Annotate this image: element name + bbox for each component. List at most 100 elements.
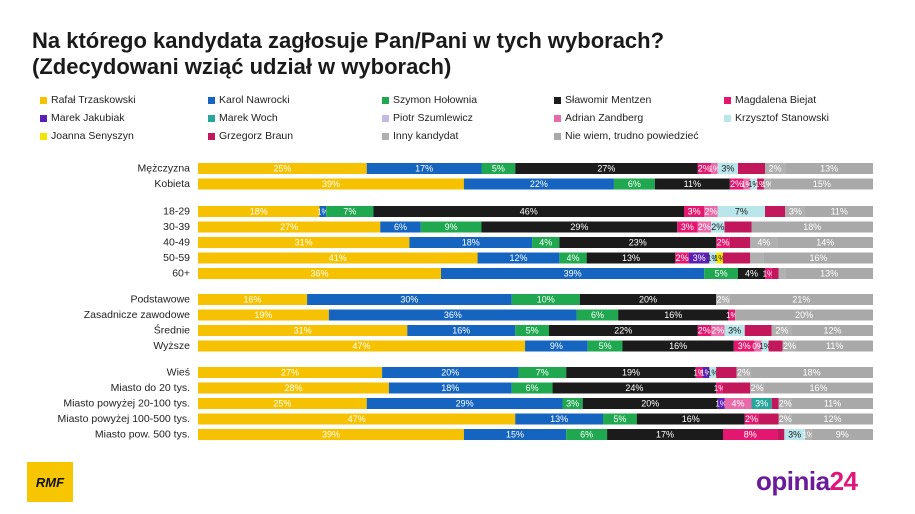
bar-segment-adrian-zandberg <box>704 206 718 217</box>
bar-segment-magdalena-biejat <box>728 309 736 321</box>
bar-segment-marek-jakubiak <box>717 398 725 409</box>
bar-segment-karol-nawrocki <box>463 429 567 440</box>
bar-segment-szymon-holownia <box>511 382 553 394</box>
bar-segment-rafal-trzaskowski <box>198 206 320 217</box>
bar-segment-karol-nawrocki <box>525 340 588 352</box>
legend-swatch <box>554 114 561 122</box>
chart-title-line-2: (Zdecydowani wziąć udział w wyborach) <box>32 54 452 79</box>
bar-segment-rafal-trzaskowski <box>198 268 441 279</box>
legend-item-nie-wiem-trudno-powiedziec: Nie wiem, trudno powiedzieć <box>554 130 699 142</box>
bar-value-label: 1% <box>755 180 767 189</box>
bar-segment-szymon-holownia <box>603 413 637 425</box>
bar-segment-inny-kandydat <box>785 206 806 217</box>
bar-value-label: 2% <box>698 164 711 174</box>
bar-segment-nie-wiem-trudno-powiedziec <box>751 221 873 233</box>
bar-segment-slawomir-mentzen <box>559 237 717 248</box>
bar-segment-nie-wiem-trudno-powiedziec <box>750 367 873 378</box>
bar-segment-marek-jakubiak <box>688 252 710 264</box>
bar-value-label: 3% <box>693 253 706 263</box>
bar-value-label: 29% <box>456 399 474 409</box>
bar-segment-magdalena-biejat <box>695 367 703 378</box>
bar-segment-szymon-holownia <box>532 237 560 248</box>
bar-segment-karol-nawrocki <box>319 206 327 217</box>
bar-value-label: 13% <box>622 253 640 263</box>
bar-segment-szymon-holownia <box>576 309 619 321</box>
bar-value-label: 19% <box>622 368 640 378</box>
legend-swatch <box>382 132 389 140</box>
bar-segment-inny-kandydat <box>778 413 792 425</box>
bar-value-label: 1% <box>726 311 738 320</box>
bar-segment-magdalena-biejat <box>716 382 723 394</box>
bar-segment-slawomir-mentzen <box>579 294 717 305</box>
bar-segment-magdalena-biejat <box>677 221 698 233</box>
bar-value-label: 3% <box>755 399 768 409</box>
bar-value-label: 7% <box>735 207 748 217</box>
bar-segment-krzysztof-stanowski <box>717 206 765 217</box>
bar-value-label: 5% <box>526 326 539 336</box>
opinia24-logo-number: 24 <box>829 466 858 496</box>
bar-segment-inny-kandydat <box>750 382 764 394</box>
bar-value-label: 16% <box>664 310 682 320</box>
bar-segment-inny-kandydat <box>736 367 751 378</box>
bar-value-label: 4% <box>745 269 758 279</box>
row-label: 30-39 <box>163 221 190 233</box>
bar-segment-marek-jakubiak <box>702 367 710 378</box>
bar-segment-magdalena-biejat <box>733 340 755 352</box>
bar-segment-szymon-holownia <box>559 252 587 264</box>
opinia24-logo-text: opinia <box>756 466 830 496</box>
rmf-logo: RMF <box>27 462 73 502</box>
bar-value-label: 4% <box>731 399 744 409</box>
bar-segment-rafal-trzaskowski <box>198 178 464 190</box>
bar-segment-magdalena-biejat <box>675 252 689 264</box>
bar-segment-rafal-trzaskowski <box>198 252 478 264</box>
bar-value-label: 46% <box>520 207 538 217</box>
bar-segment-inny-kandydat <box>771 325 792 336</box>
bar-segment-adrian-zandberg <box>697 221 711 233</box>
bar-segment-szymon-holownia <box>481 163 516 174</box>
bar-segment-szymon-holownia <box>515 325 549 336</box>
row-label: Wyższe <box>153 340 190 352</box>
row-label: Kobieta <box>154 178 190 190</box>
bar-value-label: 2% <box>711 222 724 232</box>
bar-value-label: 1% <box>317 208 329 217</box>
bar-value-label: 10% <box>537 295 555 305</box>
bar-value-label: 21% <box>792 295 810 305</box>
bar-value-label: 4% <box>757 238 770 248</box>
bar-value-label: 3% <box>721 164 734 174</box>
bar-value-label: 7% <box>536 368 549 378</box>
bar-segment-grzegorz-braun <box>738 163 765 174</box>
bar-value-label: 17% <box>415 164 433 174</box>
bar-value-label: 13% <box>550 414 568 424</box>
bar-value-label: 3% <box>738 341 751 351</box>
legend-label: Joanna Senyszyn <box>51 130 134 142</box>
bar-value-label: 13% <box>820 269 838 279</box>
bar-segment-karol-nawrocki <box>307 294 512 305</box>
bar-value-label: 27% <box>280 222 298 232</box>
bar-segment-inny-kandydat <box>750 237 778 248</box>
bar-segment-slawomir-mentzen <box>552 382 717 394</box>
row-label: 60+ <box>172 268 190 280</box>
bar-value-label: 6% <box>394 222 407 232</box>
legend-label: Inny kandydat <box>393 130 459 142</box>
bar-value-label: 1% <box>714 384 726 393</box>
legend-label: Nie wiem, trudno powiedzieć <box>565 130 699 142</box>
bar-segment-karol-nawrocki <box>382 367 519 378</box>
legend-label: Marek Woch <box>219 112 278 124</box>
legend-label: Karol Nawrocki <box>219 94 290 106</box>
bar-segment-rafal-trzaskowski <box>198 309 329 321</box>
bar-value-label: 0% <box>752 342 764 351</box>
bar-value-label: 16% <box>809 253 827 263</box>
legend-item-inny-kandydat: Inny kandydat <box>382 130 458 142</box>
bar-value-label: 9% <box>445 222 458 232</box>
bar-value-label: 36% <box>310 269 328 279</box>
legend-swatch <box>40 114 47 122</box>
bar-value-label: 18% <box>803 368 821 378</box>
bar-segment-slawomir-mentzen <box>607 429 723 440</box>
chart-title: Na którego kandydata zagłosuje Pan/Pani … <box>32 28 664 80</box>
legend-swatch <box>554 132 561 140</box>
bar-segment-grzegorz-braun <box>771 268 779 279</box>
bar-value-label: 18% <box>462 238 480 248</box>
bar-segment-szymon-holownia <box>587 340 623 352</box>
row-label: Miasto do 20 tys. <box>111 382 190 394</box>
bar-value-label: 9% <box>836 430 849 440</box>
